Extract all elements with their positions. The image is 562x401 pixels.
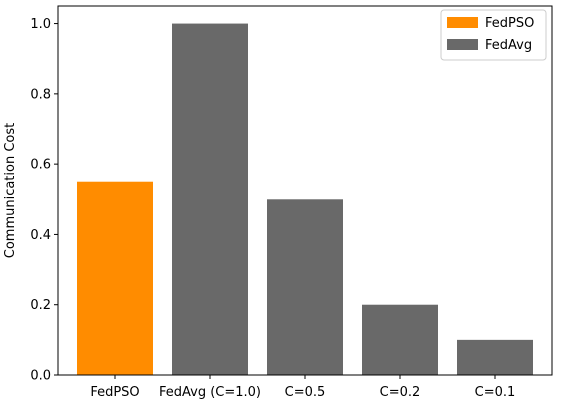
x-tick-label-2: C=0.5 [285, 385, 326, 400]
legend: FedPSO FedAvg [440, 9, 547, 61]
bar-1 [172, 23, 248, 375]
y-tick-label-2: 0.4 [30, 228, 51, 243]
y-tick-label-5: 1.0 [30, 17, 51, 32]
x-tick-label-3: C=0.2 [380, 385, 421, 400]
y-tick-label-1: 0.2 [30, 298, 51, 313]
bars-group [77, 23, 533, 375]
bar-3 [362, 304, 438, 375]
y-axis-label: Communication Cost [3, 123, 18, 259]
bar-2 [267, 199, 343, 375]
y-tick-label-0: 0.0 [30, 369, 51, 384]
y-tick-label-4: 0.8 [30, 87, 51, 102]
y-axis-ticks: 0.0 0.2 0.4 0.6 0.8 1.0 [30, 17, 58, 384]
legend-label-1: FedAvg [485, 38, 532, 53]
bar-0 [77, 181, 153, 375]
legend-swatch-0 [447, 17, 478, 28]
x-tick-label-4: C=0.1 [475, 385, 516, 400]
legend-label-0: FedPSO [485, 16, 534, 31]
legend-swatch-1 [447, 39, 478, 50]
bar-4 [457, 339, 533, 375]
x-tick-label-1: FedAvg (C=1.0) [159, 385, 261, 400]
plot-frame [57, 5, 553, 376]
y-tick-label-3: 0.6 [30, 158, 51, 173]
x-axis-ticks: FedPSO FedAvg (C=1.0) C=0.5 C=0.2 C=0.1 [90, 375, 515, 400]
x-tick-label-0: FedPSO [90, 385, 139, 400]
